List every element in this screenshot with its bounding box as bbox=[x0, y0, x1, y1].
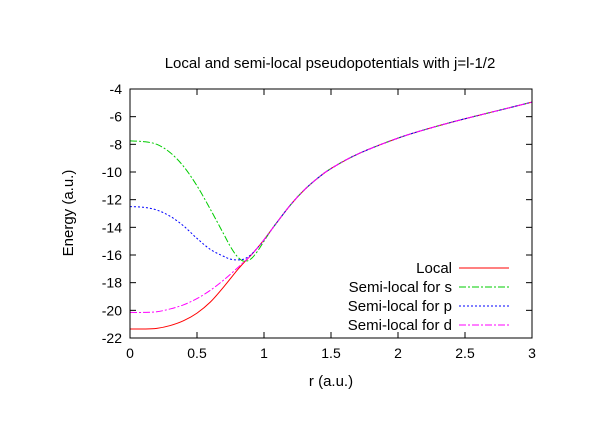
chart-title: Local and semi-local pseudopotentials wi… bbox=[165, 55, 496, 72]
legend-label-semi-local-for-d: Semi-local for d bbox=[348, 317, 452, 334]
y-axis-label: Energy (a.u.) bbox=[60, 170, 77, 257]
plot-frame bbox=[129, 88, 533, 339]
legend-label-local: Local bbox=[416, 260, 452, 277]
legend: Local Semi-local for s Semi-local for p Sem… bbox=[348, 260, 509, 334]
x-tick-label: 1 bbox=[260, 345, 268, 361]
series-line-semi-local-for-d bbox=[129, 101, 533, 313]
y-tick-label: -4 bbox=[110, 81, 123, 97]
y-tick-label: -14 bbox=[102, 219, 122, 235]
y-tick-label: -6 bbox=[110, 109, 123, 125]
legend-label-semi-local-for-p: Semi-local for p bbox=[348, 298, 452, 315]
y-tick-label: -18 bbox=[102, 275, 122, 291]
x-tick-label: 3 bbox=[528, 345, 536, 361]
y-tick-label: -12 bbox=[102, 192, 122, 208]
x-tick-label: 2 bbox=[394, 345, 402, 361]
series-layer bbox=[129, 101, 533, 330]
y-tick-label: -16 bbox=[102, 247, 122, 263]
y-tick-label: -22 bbox=[102, 330, 122, 346]
x-tick-label: 0 bbox=[126, 345, 134, 361]
legend-label-semi-local-for-s: Semi-local for s bbox=[349, 279, 452, 296]
x-tick-label: 1.5 bbox=[321, 345, 341, 361]
y-tick-label: -20 bbox=[102, 302, 122, 318]
x-tick-label: 2.5 bbox=[455, 345, 475, 361]
x-axis-label: r (a.u.) bbox=[309, 373, 353, 390]
y-tick-label: -8 bbox=[110, 136, 123, 152]
x-tick-label: 0.5 bbox=[187, 345, 207, 361]
y-tick-label: -10 bbox=[102, 164, 122, 180]
